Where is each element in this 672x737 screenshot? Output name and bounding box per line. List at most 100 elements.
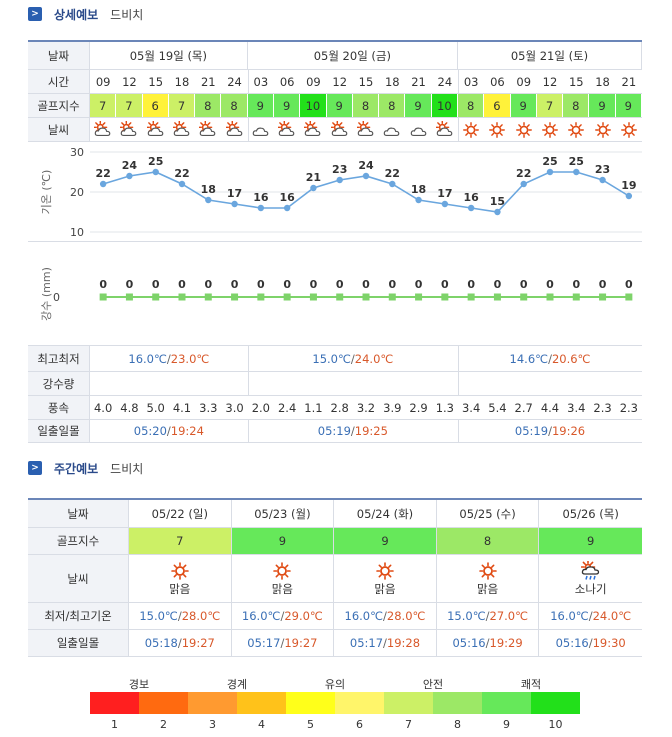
sunset-time: 19:25 bbox=[354, 424, 388, 438]
hour-cell: 21 bbox=[200, 74, 216, 89]
day-separator bbox=[247, 346, 249, 371]
precip-data-label: 0 bbox=[310, 278, 318, 291]
min-temp: 14.6℃ bbox=[509, 351, 549, 366]
temp-data-label: 16 bbox=[463, 191, 479, 204]
legend-group-label: 유의 bbox=[324, 678, 346, 691]
cloudy-icon bbox=[248, 118, 274, 141]
weekly-weather-cell: 맑음 bbox=[437, 555, 540, 602]
min-temp: 15.0℃ bbox=[139, 609, 178, 623]
hour-cell: 12 bbox=[122, 74, 137, 89]
legend-number: 7 bbox=[405, 718, 412, 731]
golf-index-cell: 9 bbox=[510, 94, 537, 117]
golf-index-cell: 7 bbox=[116, 94, 143, 117]
hour-cell: 09 bbox=[95, 74, 111, 89]
legend-swatch bbox=[286, 692, 335, 714]
day-separator bbox=[247, 118, 249, 141]
precip-point bbox=[336, 293, 344, 301]
sunset-time: 19:27 bbox=[181, 636, 215, 650]
day-header: 05월 21일 (토) bbox=[458, 42, 642, 69]
weather-desc: 맑음 bbox=[476, 581, 499, 596]
partly-cloudy-icon bbox=[116, 118, 142, 141]
wind-cell: 2.7 bbox=[514, 400, 533, 415]
wind-cell: 1.3 bbox=[435, 400, 454, 415]
sunrise-time: 05:17 bbox=[247, 636, 281, 650]
partly-cloudy-icon bbox=[274, 118, 300, 141]
golf-index-cell: 6 bbox=[484, 94, 511, 117]
sunrise-time: 05:16 bbox=[452, 636, 486, 650]
temp-point bbox=[599, 176, 606, 184]
temp-point bbox=[520, 180, 527, 188]
legend-number: 6 bbox=[356, 718, 363, 731]
sunrise-time: 05:19 bbox=[317, 424, 351, 438]
precipitation-chart-row: 0 강수 (mm) 0 0 0 0 0 0 0 0 0 0 0 0 0 0 0 0 0 0 0 0 0 bbox=[28, 242, 642, 346]
temperature-chart: 10 20 30 기온 (℃) 22 24 25 22 18 17 16 16 21 23 24 22 18 17… bbox=[40, 146, 642, 239]
precip-point bbox=[257, 293, 265, 301]
chevron-right-icon: > bbox=[28, 7, 42, 21]
day-separator bbox=[247, 372, 249, 395]
weekly-golf-cell: 8 bbox=[436, 528, 540, 554]
precip-data-label: 0 bbox=[204, 278, 212, 291]
detail-forecast-table: 날짜 05월 19일 (목) 05월 20일 (금) 05월 21일 (토) 시간 … bbox=[28, 40, 642, 443]
precip-data-label: 0 bbox=[99, 278, 107, 291]
wind-cell: 3.9 bbox=[383, 400, 402, 415]
divider: / bbox=[166, 424, 171, 438]
day-separator bbox=[458, 420, 459, 442]
minmax-cell: 15.0℃/24.0℃ bbox=[248, 346, 458, 371]
wind-cell: 2.3 bbox=[593, 400, 612, 415]
divider: / bbox=[177, 609, 182, 623]
wind-cell: 2.3 bbox=[619, 400, 638, 415]
partly-cloudy-icon bbox=[432, 118, 458, 141]
temp-point bbox=[441, 200, 449, 208]
legend-number: 8 bbox=[454, 718, 461, 731]
precip-data-label: 0 bbox=[625, 278, 633, 291]
weekly-golf-cell: 7 bbox=[129, 528, 232, 554]
max-temp: 28.0℃ bbox=[181, 609, 221, 623]
divider: / bbox=[485, 636, 490, 650]
weather-desc: 소나기 bbox=[574, 581, 607, 596]
weekly-forecast-table: 날짜 05/22 (일) 05/23 (월) 05/24 (화) 05/25 (수) 0… bbox=[28, 498, 642, 657]
sunrise-time: 05:17 bbox=[349, 636, 384, 650]
precip-data-label: 0 bbox=[257, 278, 265, 291]
precip-data-label: 0 bbox=[388, 278, 396, 291]
precip-point bbox=[283, 293, 291, 301]
min-temp: 16.0℃ bbox=[344, 609, 384, 623]
wind-cell: 3.0 bbox=[225, 400, 244, 415]
wind-cell: 1.1 bbox=[304, 400, 323, 415]
weekly-weather-cell: 맑음 bbox=[232, 555, 335, 602]
temp-data-label: 16 bbox=[253, 191, 269, 204]
precip-axis-label: 강수 (mm) bbox=[40, 267, 53, 321]
legend-number: 10 bbox=[548, 718, 563, 731]
max-temp: 23.0℃ bbox=[170, 351, 210, 366]
day-header: 05월 20일 (금) bbox=[248, 42, 458, 69]
sunny-icon bbox=[589, 118, 615, 141]
temp-point bbox=[389, 180, 396, 188]
min-temp: 16.0℃ bbox=[241, 609, 281, 623]
precip-point bbox=[599, 293, 607, 301]
hour-cell: 21 bbox=[411, 74, 426, 89]
precip-amount-label: 강수량 bbox=[28, 372, 90, 395]
legend-swatch bbox=[335, 692, 384, 714]
weekly-temp-label: 최저/최고기온 bbox=[28, 603, 129, 629]
legend-number: 4 bbox=[258, 718, 265, 731]
temp-point bbox=[126, 172, 133, 180]
golf-index-cell: 9 bbox=[274, 94, 301, 117]
precip-point bbox=[493, 293, 501, 301]
day-header: 05월 19일 (목) bbox=[90, 42, 248, 69]
golf-index-legend: 경보 경계 유의 안전 쾌적 1 2 3 4 5 6 7 8 9 10 bbox=[90, 676, 580, 731]
day-separator bbox=[458, 70, 459, 93]
time-label: 시간 bbox=[28, 70, 90, 93]
wind-cell: 4.4 bbox=[540, 400, 560, 415]
wind-cell: 2.9 bbox=[409, 400, 428, 415]
golf-index-cell: 10 bbox=[300, 94, 327, 117]
wind-cell: 3.4 bbox=[567, 400, 586, 415]
legend-swatch bbox=[433, 692, 482, 714]
weekly-sun-cell: 05:17/19:27 bbox=[232, 630, 335, 656]
divider: / bbox=[166, 351, 171, 366]
weekly-forecast-title: 주간예보 bbox=[54, 461, 99, 476]
precip-point bbox=[152, 293, 160, 301]
wind-label: 풍속 bbox=[28, 396, 90, 419]
min-temp: 16.0℃ bbox=[128, 351, 167, 366]
temp-point bbox=[362, 172, 370, 180]
sunset-time: 19:26 bbox=[551, 424, 586, 438]
weekly-golf-cell: 9 bbox=[334, 528, 437, 554]
